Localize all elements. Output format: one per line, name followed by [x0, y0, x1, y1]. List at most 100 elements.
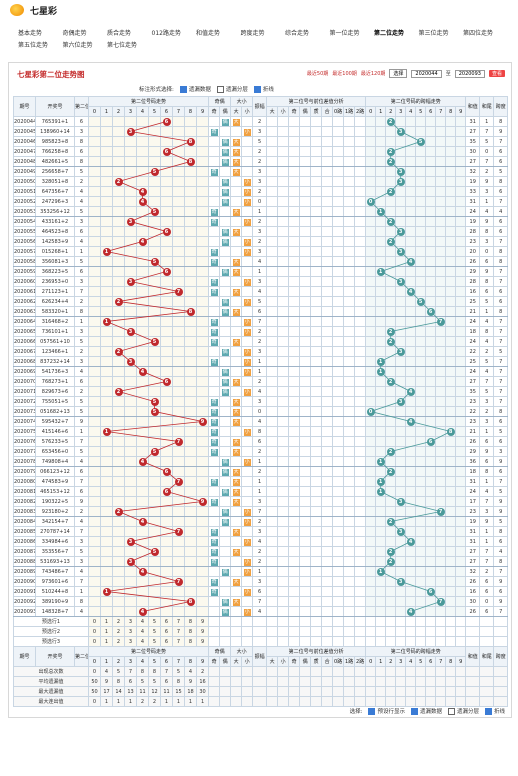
nav-link[interactable]: 跨度走势 [240, 30, 265, 37]
preselect-cell[interactable]: 9 [195, 616, 210, 627]
preselect-cell[interactable]: 2 [112, 616, 125, 627]
nav-link[interactable]: 第四位走势 [463, 30, 494, 37]
footer-option[interactable]: 折线 [484, 707, 505, 715]
nav-link[interactable]: 第三位走势 [418, 30, 449, 37]
nav-link[interactable]: 012路走势 [151, 30, 181, 37]
checkbox[interactable] [368, 708, 376, 715]
header-cell: 奇偶 [208, 96, 232, 107]
diff-cell [266, 336, 279, 347]
diff-cell [332, 176, 345, 187]
nav-link[interactable]: 综合走势 [285, 30, 310, 37]
option[interactable]: 遗漏数据 [179, 85, 211, 93]
footer-option[interactable]: 预设行显示 [368, 707, 405, 715]
sum: 30 [465, 146, 481, 157]
to-input[interactable]: 2020093 [454, 69, 485, 78]
preselect-cell[interactable]: 3 [124, 626, 137, 637]
sum: 27 [465, 376, 481, 387]
tail: 5 [479, 136, 495, 147]
preselect-cell[interactable]: 5 [148, 616, 161, 627]
range-link[interactable]: 最近100期 [332, 71, 357, 77]
trend-cell [195, 216, 210, 227]
option[interactable]: 折线 [253, 85, 274, 93]
span-cell [365, 116, 377, 127]
range-link[interactable]: 最近120期 [360, 71, 386, 77]
preselect-cell[interactable]: 2 [112, 626, 125, 637]
diff-cell [321, 196, 334, 207]
preselect-cell[interactable]: 9 [195, 636, 210, 647]
nav-link[interactable]: 第五位走势 [18, 42, 49, 49]
number: 973601+6 [35, 576, 75, 587]
span-cell [395, 416, 407, 427]
checkbox[interactable] [179, 86, 187, 93]
preselect-cell[interactable]: 5 [148, 636, 161, 647]
trend-cell [88, 516, 101, 527]
from-input[interactable]: 2020044 [411, 69, 442, 78]
sum: 24 [465, 336, 481, 347]
stat-cell [435, 686, 447, 697]
nav-link[interactable]: 基本走势 [18, 30, 43, 37]
preselect-cell[interactable]: 4 [136, 636, 149, 647]
preselect-cell[interactable]: 4 [136, 616, 149, 627]
range-link[interactable]: 最近50期 [306, 71, 329, 77]
view-button[interactable]: 查看 [488, 70, 505, 77]
span-cell [435, 116, 447, 127]
preselect-cell[interactable]: 9 [195, 626, 210, 637]
preselect-cell[interactable]: 0 [88, 616, 101, 627]
preselect-cell[interactable]: 7 [172, 616, 185, 627]
preselect-cell[interactable]: 6 [160, 636, 173, 647]
preselect-cell[interactable]: 0 [88, 636, 101, 647]
diff-cell [321, 246, 334, 257]
preselect-cell[interactable]: 8 [184, 616, 197, 627]
preselect-cell[interactable]: 5 [148, 626, 161, 637]
preselect-cell[interactable]: 0 [88, 626, 101, 637]
preselect-cell[interactable]: 8 [184, 626, 197, 637]
preselect-cell[interactable]: 4 [136, 626, 149, 637]
span-cell [445, 556, 457, 567]
preselect-cell[interactable]: 1 [100, 616, 113, 627]
checkbox[interactable] [216, 86, 224, 93]
preselect-cell[interactable]: 6 [160, 616, 173, 627]
span: 9 [493, 126, 509, 137]
preselect-cell[interactable]: 7 [172, 636, 185, 647]
trend-cell [100, 526, 113, 537]
checkbox[interactable] [484, 708, 492, 715]
diff-cell [321, 366, 334, 377]
nav-link[interactable]: 第六位走势 [62, 42, 93, 49]
preselect-cell[interactable]: 8 [184, 636, 197, 647]
preselect-cell[interactable]: 1 [100, 636, 113, 647]
trend-cell [124, 476, 137, 487]
stat-cell [288, 666, 301, 677]
diff-cell [310, 126, 323, 137]
preselect-cell[interactable]: 3 [124, 636, 137, 647]
stat-cell [425, 696, 437, 707]
preselect-cell[interactable]: 1 [100, 626, 113, 637]
nav-link[interactable]: 质合走势 [107, 30, 132, 37]
span-cell [445, 176, 457, 187]
footer-option[interactable]: 遗漏分层 [447, 707, 479, 715]
trend-cell: 3 [124, 356, 137, 367]
preselect-cell [405, 626, 417, 637]
preselect-cell[interactable]: 7 [172, 626, 185, 637]
diff-cell [266, 326, 279, 337]
header-cell: 9 [195, 106, 210, 117]
footer-option[interactable]: 遗漏数据 [410, 707, 442, 715]
trend-cell [112, 216, 125, 227]
diff-cell [266, 396, 279, 407]
preselect-cell[interactable]: 6 [160, 626, 173, 637]
checkbox[interactable] [253, 86, 261, 93]
diff-cell [288, 266, 301, 277]
nav-link[interactable]: 第二位走势 [374, 30, 405, 37]
preselect-cell[interactable]: 3 [124, 616, 137, 627]
stat-cell [288, 676, 301, 687]
checkbox[interactable] [410, 708, 418, 715]
span-cell [395, 196, 407, 207]
nav-link[interactable]: 第七位走势 [107, 42, 138, 49]
checkbox[interactable] [447, 708, 455, 715]
trend-cell [195, 126, 210, 137]
option[interactable]: 遗漏分层 [216, 85, 248, 93]
nav-link[interactable]: 奇偶走势 [62, 30, 87, 37]
select[interactable]: 选择 [389, 69, 408, 78]
nav-link[interactable]: 和值走势 [196, 30, 221, 37]
preselect-cell[interactable]: 2 [112, 636, 125, 647]
nav-link[interactable]: 第一位走势 [329, 30, 360, 37]
